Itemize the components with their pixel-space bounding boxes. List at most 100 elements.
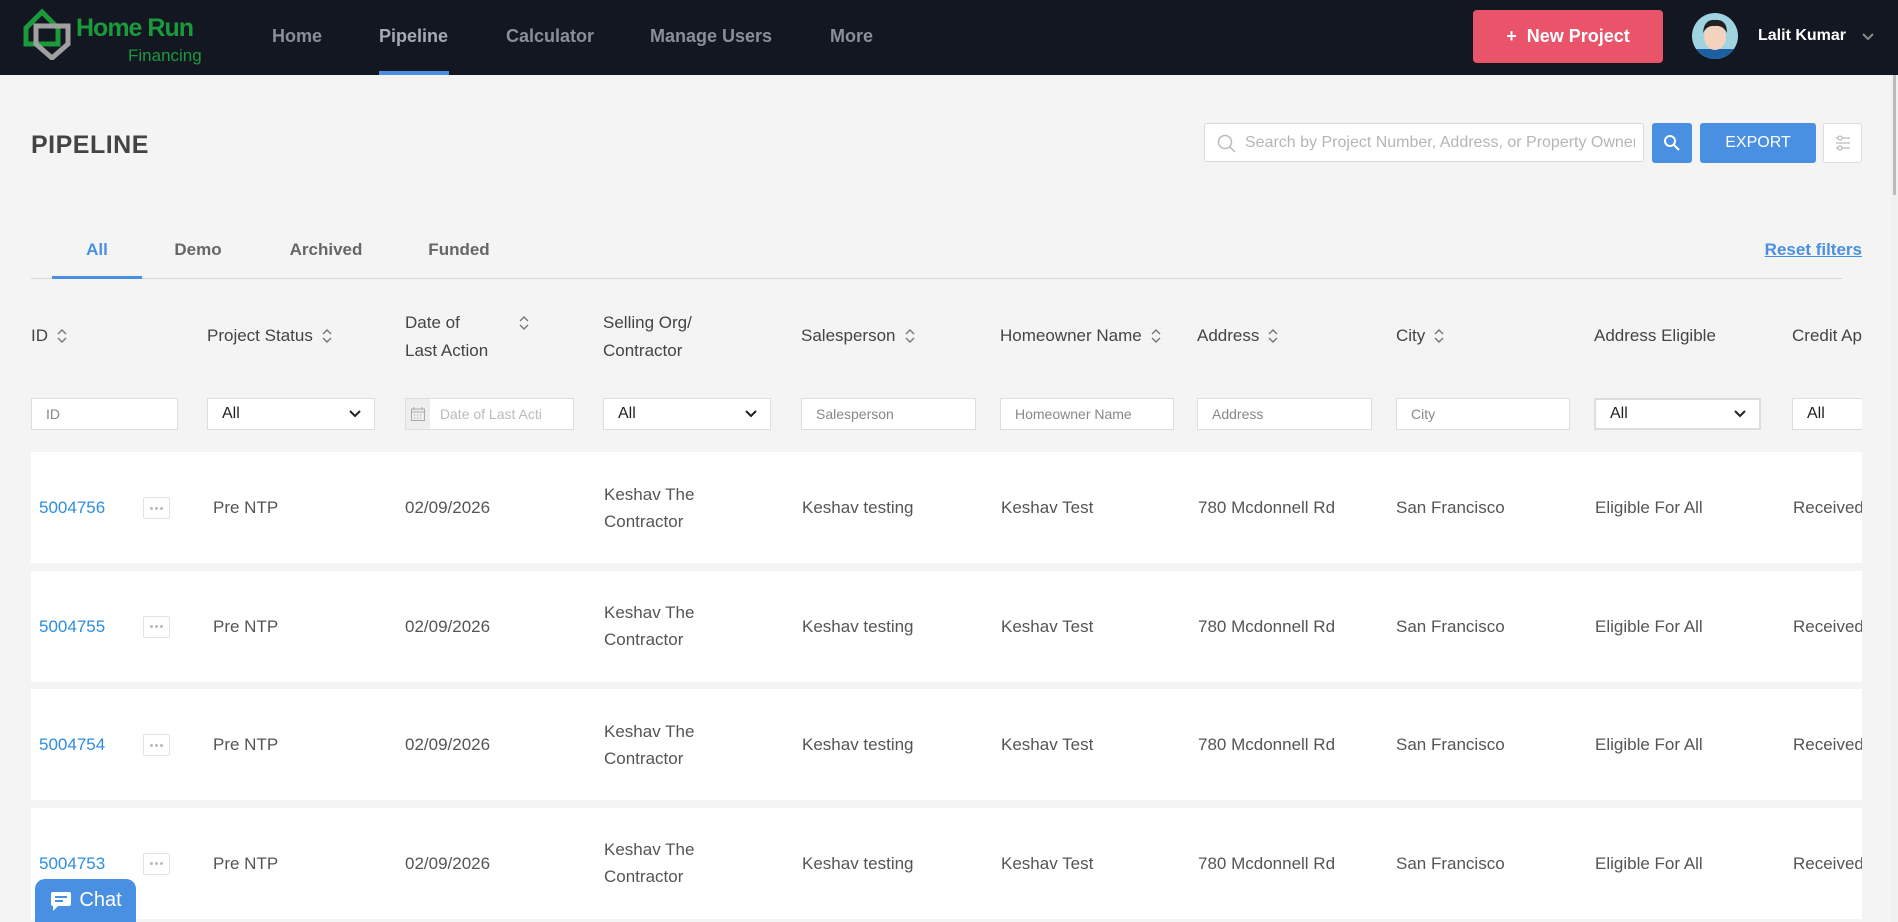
id-filter[interactable] <box>31 398 178 430</box>
cell-credit: Received <box>1793 616 1862 636</box>
cell-org-line: Keshav The <box>604 603 695 622</box>
address-filter-input[interactable] <box>1212 406 1371 422</box>
table-row[interactable]: 5004756 Pre NTP 02/09/2026 Keshav The Contra… <box>31 452 1862 563</box>
row-actions-more-icon[interactable] <box>143 734 170 756</box>
select-value: All <box>1610 405 1628 422</box>
tab-all[interactable]: All <box>86 240 108 259</box>
city-filter-input[interactable] <box>1411 406 1569 422</box>
date-filter[interactable] <box>405 398 574 430</box>
cell-sales: Keshav testing <box>802 853 914 873</box>
plus-icon: + <box>1506 26 1517 46</box>
nav-manage-users[interactable]: Manage Users <box>650 26 773 46</box>
credit-filter[interactable]: All <box>1792 398 1862 430</box>
cell-addr: 780 Mcdonnell Rd <box>1198 735 1336 754</box>
cell-home: Keshav Test <box>1001 498 1094 517</box>
col-header-id[interactable]: ID <box>31 322 68 350</box>
date-filter-input[interactable] <box>439 406 573 422</box>
row-actions-more-icon[interactable] <box>143 497 170 519</box>
col-label: Credit Ap <box>1792 326 1862 345</box>
table-row[interactable]: 5004755 Pre NTP 02/09/2026 Keshav The Contra… <box>31 570 1862 682</box>
chat-button[interactable]: Chat <box>35 879 136 922</box>
col-label: Address <box>1197 326 1260 345</box>
nav-pipeline[interactable]: Pipeline <box>379 26 449 46</box>
user-name[interactable]: Lalit Kumar <box>1758 27 1847 44</box>
avatar[interactable] <box>1692 13 1738 59</box>
sort-icon <box>1151 329 1161 343</box>
sort-icon <box>1268 329 1278 343</box>
cell-id[interactable]: 5004756 <box>39 498 106 517</box>
homeowner-filter-input[interactable] <box>1015 406 1173 422</box>
chevron-down-icon[interactable] <box>1860 28 1876 44</box>
cell-org-line: Contractor <box>604 748 684 768</box>
select-value: All <box>222 405 240 422</box>
cell-id[interactable]: 5004754 <box>39 735 106 754</box>
col-header-address[interactable]: Address <box>1197 322 1279 350</box>
project-status-filter[interactable]: All <box>207 398 375 430</box>
cell-org: Keshav The Contractor <box>604 571 694 682</box>
address-eligible-filter[interactable]: All <box>1594 398 1761 430</box>
col-label: Selling Org/ <box>603 313 692 332</box>
salesperson-filter[interactable] <box>801 398 976 430</box>
address-filter[interactable] <box>1197 398 1372 430</box>
cell-addr: 780 Mcdonnell Rd <box>1198 853 1336 873</box>
cell-status: Pre NTP <box>213 853 279 873</box>
cell-credit: Received <box>1793 735 1862 754</box>
reset-filters-link[interactable]: Reset filters <box>1764 240 1862 259</box>
col-header-salesperson[interactable]: Salesperson <box>801 322 916 350</box>
cell-org-line: Keshav The <box>604 840 695 859</box>
col-label: Homeowner Name <box>1000 326 1142 345</box>
new-project-button[interactable]: + New Project <box>1473 10 1663 63</box>
tab-demo[interactable]: Demo <box>174 240 222 259</box>
col-label: City <box>1396 326 1426 345</box>
col-label: Project Status <box>207 326 313 345</box>
selling-org-filter[interactable]: All <box>603 398 771 430</box>
search-input[interactable] <box>1245 124 1635 161</box>
nav-more[interactable]: More <box>830 26 874 46</box>
cell-elig: Eligible For All <box>1595 735 1703 754</box>
tab-archived[interactable]: Archived <box>289 240 363 259</box>
id-filter-input[interactable] <box>46 406 177 422</box>
chevron-down-icon <box>349 410 361 418</box>
cell-sales: Keshav testing <box>802 735 914 754</box>
cell-status: Pre NTP <box>213 498 279 517</box>
search-button[interactable] <box>1652 123 1692 163</box>
col-header-date[interactable]: Date of Last Action <box>405 309 530 365</box>
tab-funded[interactable]: Funded <box>428 240 490 259</box>
export-button[interactable]: EXPORT <box>1700 123 1816 163</box>
col-header-credit[interactable]: Credit Ap <box>1792 322 1862 350</box>
cell-date: 02/09/2026 <box>405 616 491 636</box>
row-actions-more-icon[interactable] <box>143 852 170 875</box>
logo-name: Home Run <box>76 14 194 42</box>
col-header-address-eligible[interactable]: Address Eligible <box>1594 322 1716 350</box>
row-actions-more-icon[interactable] <box>143 615 170 638</box>
nav-home[interactable]: Home <box>272 26 323 46</box>
cell-org: Keshav The Contractor <box>604 452 694 563</box>
logo-subtitle: Financing <box>128 46 202 65</box>
col-header-selling-org[interactable]: Selling Org/Contractor <box>603 309 692 365</box>
house-shield-icon <box>23 8 71 62</box>
col-header-homeowner[interactable]: Homeowner Name <box>1000 322 1162 350</box>
cell-id[interactable]: 5004755 <box>39 616 106 636</box>
search-field[interactable] <box>1204 123 1644 162</box>
cell-elig: Eligible For All <box>1595 853 1703 873</box>
city-filter[interactable] <box>1396 398 1570 430</box>
table-row[interactable]: 5004753 Pre NTP 02/09/2026 Keshav The Contra… <box>31 807 1862 919</box>
cell-credit: Received <box>1793 498 1862 517</box>
col-header-project-status[interactable]: Project Status <box>207 322 333 350</box>
col-header-city[interactable]: City <box>1396 322 1445 350</box>
cell-sales: Keshav testing <box>802 616 914 636</box>
cell-id[interactable]: 5004753 <box>39 853 106 873</box>
nav-calculator[interactable]: Calculator <box>506 26 595 46</box>
homeowner-filter[interactable] <box>1000 398 1174 430</box>
salesperson-filter-input[interactable] <box>816 406 975 422</box>
home-run-logo[interactable]: Home Run Financing <box>22 8 222 68</box>
cell-status: Pre NTP <box>213 735 279 754</box>
page-scrollbar[interactable] <box>1891 75 1898 922</box>
cell-elig: Eligible For All <box>1595 616 1703 636</box>
table-row[interactable]: 5004754 Pre NTP 02/09/2026 Keshav The Contra… <box>31 689 1862 800</box>
page-title: PIPELINE <box>31 131 149 159</box>
sliders-icon <box>1835 135 1850 151</box>
filter-settings-button[interactable] <box>1823 123 1862 163</box>
cell-org-line: Keshav The <box>604 721 695 741</box>
col-label: ID <box>31 326 48 345</box>
